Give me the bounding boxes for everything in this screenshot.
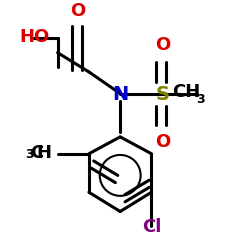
Text: CH: CH — [172, 83, 200, 101]
Text: HO: HO — [19, 28, 49, 46]
Text: H: H — [36, 144, 52, 162]
Text: O: O — [155, 36, 170, 54]
Text: S: S — [155, 85, 169, 104]
Text: 3: 3 — [196, 93, 204, 106]
Text: O: O — [155, 133, 170, 151]
Text: Cl: Cl — [142, 218, 161, 236]
Text: C: C — [30, 144, 43, 162]
Text: O: O — [70, 2, 86, 20]
Text: N: N — [112, 85, 128, 104]
Text: 3: 3 — [25, 148, 34, 162]
